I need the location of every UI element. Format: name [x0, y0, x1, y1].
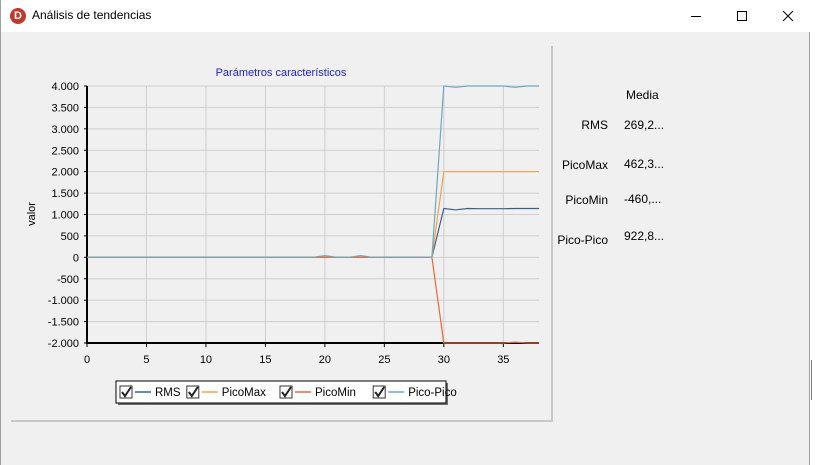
x-tick-label: 25: [378, 354, 390, 366]
stats-header: Media: [626, 88, 659, 102]
check-icon: [121, 386, 132, 398]
grid-lines: [86, 85, 539, 344]
maximize-button[interactable]: [719, 0, 765, 32]
legend-label: Pico-Pico: [408, 387, 457, 399]
legend-label: RMS: [155, 387, 181, 399]
y-tick-label: 0: [73, 252, 79, 264]
series-line-pico-pico: [87, 85, 539, 258]
x-tick-label: 15: [259, 354, 271, 366]
y-tick-label: 2.500: [51, 145, 79, 157]
legend-item-picomax[interactable]: PicoMax: [186, 385, 266, 399]
x-tick-label: 30: [438, 354, 450, 366]
y-tick-label: -1.500: [48, 317, 79, 329]
close-button[interactable]: [765, 0, 811, 32]
y-tick-label: 2.000: [51, 167, 79, 179]
x-tick-label: 5: [143, 354, 149, 366]
y-tick-label: -500: [57, 274, 79, 286]
chart-title: Parámetros característicos: [216, 67, 347, 79]
window-title: Análisis de tendencias: [32, 8, 152, 22]
x-tick-labels: 0 5 10 15 20 25 30 35: [84, 354, 510, 366]
legend-item-picomin[interactable]: PicoMin: [279, 385, 356, 399]
stat-label-picomax: PicoMax: [561, 158, 608, 172]
y-tick-label: 3.000: [51, 124, 79, 136]
series-lines: [87, 85, 539, 344]
y-tick-label: 500: [61, 231, 79, 243]
y-axis-label: valor: [26, 202, 38, 226]
minimize-button[interactable]: [673, 0, 719, 32]
stat-label-picomin: PicoMin: [565, 193, 608, 207]
trend-chart: Parámetros característicos valor 4.000 3.…: [26, 67, 539, 405]
title-bar[interactable]: D Análisis de tendencias: [1, 0, 811, 32]
x-tick-label: 0: [84, 354, 90, 366]
stat-value-picomax: 462,3...: [624, 157, 665, 171]
axes: [84, 85, 539, 347]
y-tick-labels: 4.000 3.500 3.000 2.500 2.000 1.500 1.000 500 0 -…: [48, 81, 79, 350]
stat-value-picopico: 922,8...: [624, 229, 665, 243]
check-icon: [281, 386, 292, 398]
y-tick-label: 4.000: [51, 81, 79, 93]
x-tick-label: 10: [200, 354, 212, 366]
window-edge: [810, 0, 815, 465]
legend-item-pico-pico[interactable]: Pico-Pico: [372, 385, 457, 399]
y-tick-label: 3.500: [51, 102, 79, 114]
app-icon: D: [10, 8, 26, 24]
stat-label-picopico: Pico-Pico: [557, 233, 608, 247]
close-icon: [782, 10, 794, 22]
x-tick-label: 35: [497, 354, 509, 366]
y-tick-label: 1.000: [51, 210, 79, 222]
maximize-icon: [737, 11, 747, 21]
y-tick-label: 1.500: [51, 188, 79, 200]
y-tick-label: -2.000: [48, 338, 79, 350]
check-icon: [188, 386, 199, 398]
legend-label: PicoMax: [222, 387, 266, 399]
series-line-rms: [87, 207, 539, 258]
x-tick-label: 20: [319, 354, 331, 366]
legend: RMS PicoMax PicoMin Pico-Pico: [115, 380, 457, 405]
legend-item-rms[interactable]: RMS: [119, 385, 181, 399]
chart-panel: Parámetros característicos valor 4.000 3.…: [11, 46, 553, 422]
legend-label: PicoMin: [315, 387, 356, 399]
check-icon: [374, 386, 386, 398]
stat-value-picomin: -460,...: [624, 192, 662, 206]
minimize-icon: [691, 16, 701, 17]
stats-panel: Media RMS 269,2... PicoMax 462,3... Pico…: [556, 80, 676, 280]
edge-divider: [811, 360, 812, 400]
y-tick-label: -1.000: [48, 295, 79, 307]
stat-label-rms: RMS: [581, 118, 608, 132]
stat-value-rms: 269,2...: [624, 118, 665, 132]
